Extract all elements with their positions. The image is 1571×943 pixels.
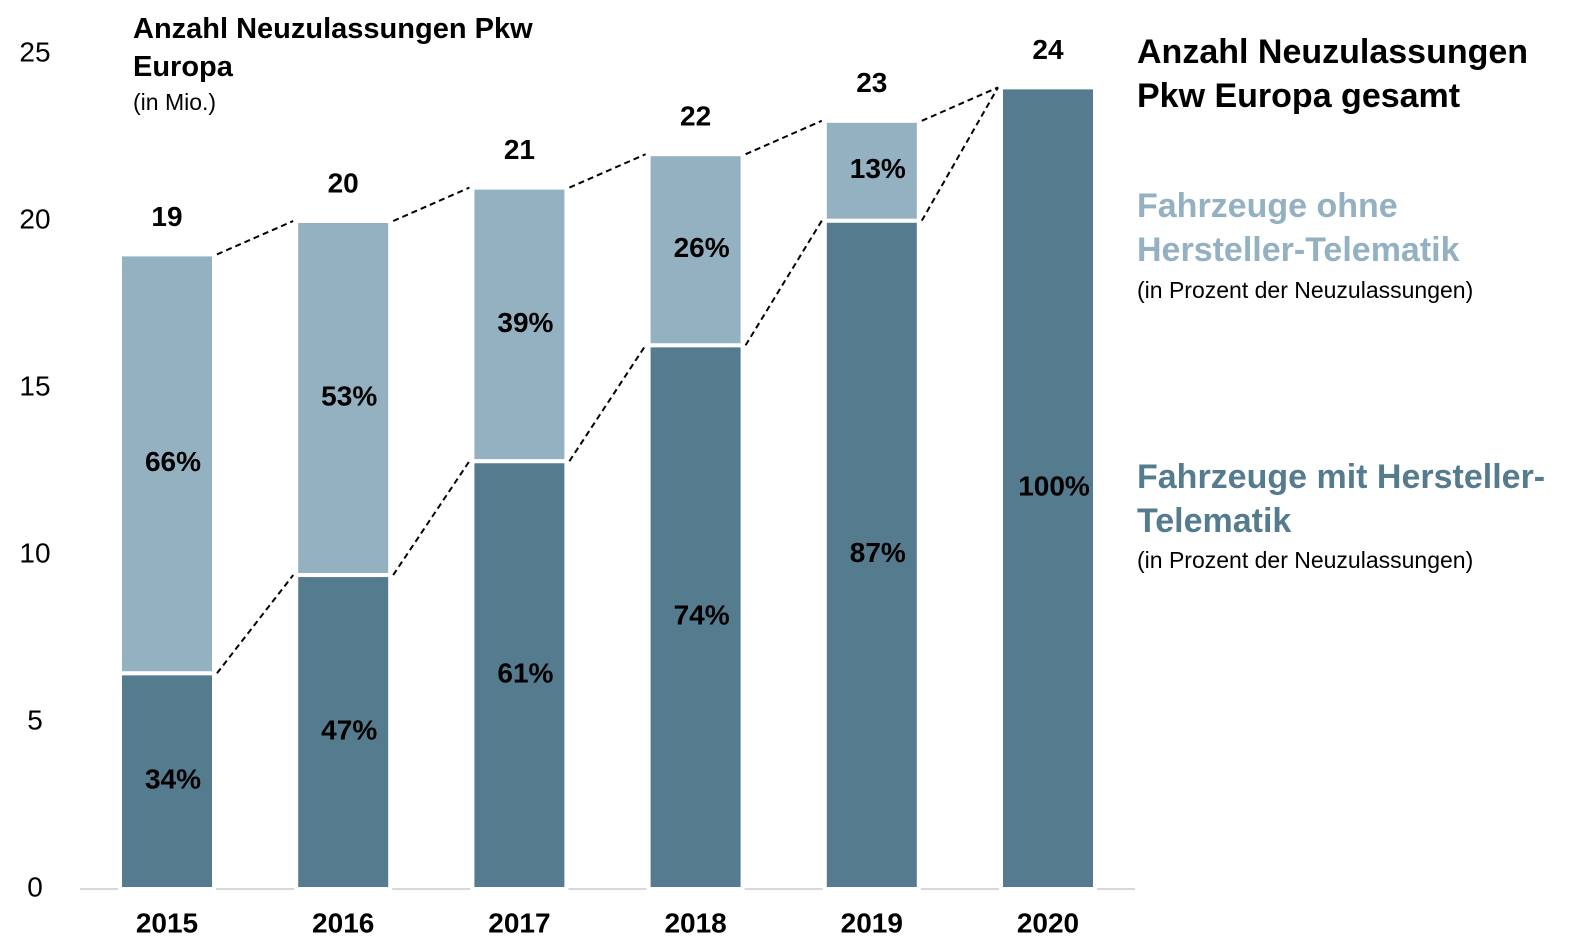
legend-note: (in Prozent der Neuzulassungen): [1137, 547, 1474, 573]
y-tick-label: 15: [19, 370, 50, 401]
percent-label: 26%: [674, 232, 730, 263]
connector: [392, 460, 471, 576]
percent-label: 53%: [321, 380, 377, 411]
percent-label: 34%: [145, 764, 201, 795]
total-label: 20: [328, 167, 359, 198]
connector: [216, 220, 294, 256]
connector: [744, 220, 823, 346]
bar-segment: [470, 185, 569, 464]
y-tick-label: 5: [27, 704, 43, 735]
x-tick-label: 2018: [664, 907, 726, 938]
connector: [568, 153, 647, 189]
total-label: 24: [1032, 34, 1064, 65]
x-tick-label: 2019: [841, 907, 903, 938]
x-tick-label: 2017: [488, 907, 550, 938]
y-tick-label: 20: [19, 203, 50, 234]
percent-label: 100%: [1018, 471, 1090, 502]
legend-entry: Fahrzeuge ohne Hersteller-Telematik: [1137, 187, 1460, 269]
total-label: 21: [504, 134, 535, 165]
bar-segment: [646, 152, 745, 348]
total-label: 23: [856, 67, 887, 98]
connector: [921, 86, 999, 122]
percent-label: 61%: [497, 657, 553, 688]
total-label: 22: [680, 101, 711, 132]
connector: [568, 344, 647, 462]
percent-label: 39%: [497, 307, 553, 338]
percent-label: 66%: [145, 446, 201, 477]
connector: [216, 574, 294, 674]
legend-total: Anzahl Neuzulassungen Pkw Europa gesamt: [1137, 33, 1529, 115]
legend-entry: Fahrzeuge mit Hersteller-Telematik: [1137, 458, 1546, 540]
percent-label: 74%: [674, 600, 730, 631]
legend-note: (in Prozent der Neuzulassungen): [1137, 277, 1474, 303]
connector: [745, 119, 823, 156]
bar-segment: [999, 85, 1097, 891]
bar-segment: [646, 343, 745, 891]
x-tick-label: 2016: [312, 907, 374, 938]
chart-title: Anzahl Neuzulassungen Pkw Europa: [133, 13, 533, 83]
y-tick-label: 10: [19, 537, 50, 568]
percent-label: 13%: [850, 153, 906, 184]
chart-subtitle: (in Mio.): [133, 89, 217, 115]
bar-segment: [118, 252, 216, 676]
percent-label: 47%: [321, 714, 377, 745]
bar-segment: [470, 459, 569, 891]
bar-segment: [294, 219, 393, 578]
x-tick-label: 2015: [136, 907, 198, 938]
y-tick-label: 25: [19, 36, 50, 67]
percent-label: 87%: [850, 537, 906, 568]
total-label: 19: [151, 201, 182, 232]
connector: [392, 186, 470, 222]
y-tick-label: 0: [27, 871, 43, 902]
x-tick-label: 2020: [1017, 907, 1079, 938]
connector: [920, 86, 999, 222]
bar-segment: [822, 118, 921, 223]
